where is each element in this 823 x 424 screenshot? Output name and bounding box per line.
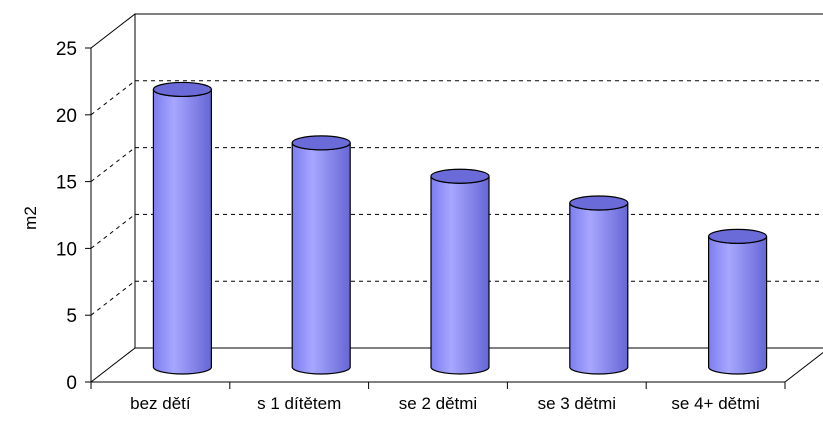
- y-tick-label: 20: [56, 106, 77, 127]
- x-tick-label: se 2 dětmi: [399, 394, 477, 413]
- bar-top: [430, 168, 490, 184]
- floor-left-edge: [90, 347, 136, 383]
- bar-top: [291, 135, 351, 151]
- gridline-side: [90, 80, 136, 116]
- gridline-side: [90, 147, 136, 182]
- bar-top: [152, 81, 212, 98]
- bar: [569, 195, 629, 375]
- labels: 0 5 10 15 20 25 m2 bez dětí s 1 dítětem se 2 dětm…: [21, 39, 760, 413]
- y-tick-label: 25: [56, 39, 77, 60]
- bar-body: [152, 89, 212, 375]
- y-tick-label: 15: [56, 173, 77, 194]
- x-tick-label: s 1 dítětem: [257, 394, 341, 413]
- x-tick-label: bez dětí: [130, 394, 191, 413]
- y-tick-label: 5: [66, 306, 77, 327]
- side-wall-top-edge: [90, 13, 136, 49]
- bar-body: [291, 142, 351, 375]
- bar-top: [569, 195, 629, 211]
- y-axis-label: m2: [21, 206, 40, 230]
- x-tick-label: se 3 dětmi: [538, 394, 616, 413]
- bar: [430, 168, 490, 375]
- gridline-side: [90, 280, 136, 316]
- bars: [152, 81, 768, 375]
- bar: [152, 81, 212, 375]
- x-tick-label: se 4+ dětmi: [671, 394, 759, 413]
- bar: [291, 135, 351, 375]
- y-tick-label: 0: [66, 373, 77, 394]
- bar-body: [569, 202, 629, 375]
- bar-top: [707, 228, 768, 244]
- axes: [85, 47, 786, 389]
- y-tick-label: 10: [56, 239, 77, 260]
- bar-body: [430, 176, 490, 375]
- gridline-side: [90, 214, 136, 249]
- bar-body: [708, 236, 768, 375]
- bar: [707, 228, 768, 375]
- floor-right-edge: [784, 352, 823, 383]
